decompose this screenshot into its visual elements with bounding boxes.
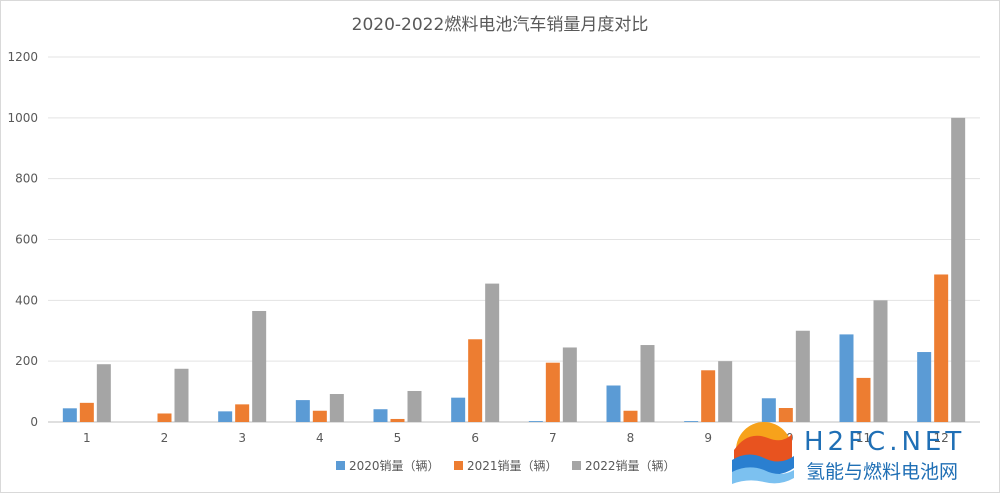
bar bbox=[468, 339, 483, 422]
x-tick-label: 3 bbox=[238, 431, 246, 445]
bar bbox=[218, 411, 233, 422]
bar bbox=[329, 394, 344, 422]
bar bbox=[761, 398, 776, 422]
bar bbox=[79, 402, 94, 422]
legend-swatch bbox=[336, 461, 345, 470]
bar bbox=[934, 274, 949, 422]
bar bbox=[718, 361, 733, 422]
watermark-brand: H2FC.NET bbox=[804, 427, 965, 457]
y-tick-label: 0 bbox=[30, 415, 38, 429]
bar bbox=[684, 421, 699, 422]
bar bbox=[839, 334, 854, 422]
y-tick-label: 200 bbox=[15, 354, 38, 368]
x-tick-label: 11 bbox=[856, 431, 871, 445]
x-tick-label: 1 bbox=[83, 431, 91, 445]
legend-label: 2022销量（辆） bbox=[585, 459, 676, 473]
y-tick-label: 400 bbox=[15, 293, 38, 307]
chart-title: 2020-2022燃料电池汽车销量月度对比 bbox=[352, 15, 649, 35]
bar bbox=[485, 283, 500, 422]
bar bbox=[373, 409, 388, 422]
x-tick-label: 9 bbox=[704, 431, 712, 445]
watermark-logo: H2FC.NET 氢能与燃料电池网 bbox=[732, 422, 965, 484]
bar bbox=[606, 385, 621, 422]
x-tick-label: 4 bbox=[316, 431, 324, 445]
legend-swatch bbox=[454, 461, 463, 470]
bar bbox=[856, 377, 871, 422]
bar bbox=[562, 347, 577, 422]
y-tick-label: 1200 bbox=[7, 50, 38, 64]
bar bbox=[640, 345, 655, 422]
bar bbox=[252, 310, 267, 422]
legend: 2020销量（辆） 2021销量（辆） 2022销量（辆） bbox=[336, 459, 676, 473]
legend-label: 2021销量（辆） bbox=[467, 459, 558, 473]
bars bbox=[62, 117, 966, 422]
y-tick-label: 600 bbox=[15, 233, 38, 247]
x-tick-label: 12 bbox=[934, 431, 949, 445]
bar bbox=[623, 410, 638, 422]
bar bbox=[545, 362, 560, 422]
x-tick-label: 5 bbox=[394, 431, 402, 445]
bar bbox=[917, 352, 932, 422]
x-tick-label: 6 bbox=[471, 431, 479, 445]
bar bbox=[873, 300, 888, 422]
bar bbox=[701, 370, 716, 422]
bar bbox=[174, 368, 189, 422]
logo-emblem-icon bbox=[732, 422, 794, 484]
bar bbox=[795, 330, 810, 422]
legend-swatch bbox=[572, 461, 581, 470]
x-tick-label: 7 bbox=[549, 431, 557, 445]
bar bbox=[951, 117, 966, 422]
watermark-subtitle: 氢能与燃料电池网 bbox=[806, 461, 958, 483]
bar bbox=[312, 410, 327, 422]
bar bbox=[778, 408, 793, 422]
bar bbox=[390, 418, 405, 422]
x-tick-label: 8 bbox=[627, 431, 635, 445]
bar bbox=[407, 390, 422, 422]
gridlines bbox=[48, 56, 980, 423]
bar bbox=[528, 421, 543, 422]
bar bbox=[295, 400, 310, 422]
y-tick-label: 800 bbox=[15, 172, 38, 186]
x-tick-label: 2 bbox=[161, 431, 169, 445]
y-tick-labels: 0 200 400 600 800 1000 1200 bbox=[7, 50, 38, 429]
legend-label: 2020销量（辆） bbox=[349, 459, 440, 473]
bar bbox=[235, 404, 250, 422]
bar bbox=[62, 408, 77, 422]
bar bbox=[451, 397, 466, 422]
bar bbox=[157, 413, 172, 422]
bar bbox=[96, 364, 111, 422]
y-tick-label: 1000 bbox=[7, 111, 38, 125]
